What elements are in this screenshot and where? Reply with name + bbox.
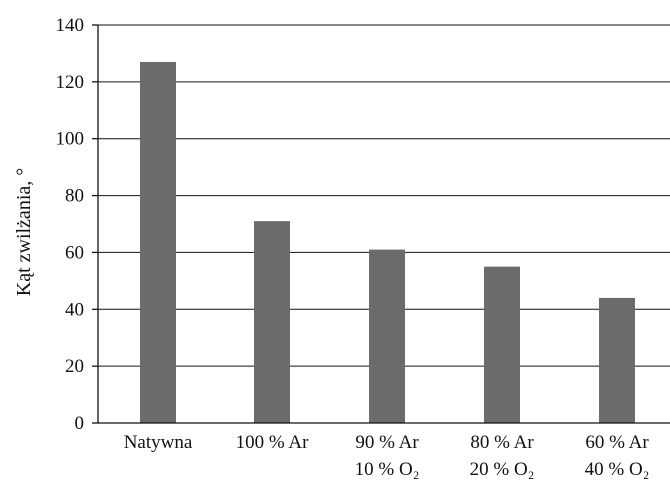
x-category-label: 60 % Ar — [585, 432, 649, 453]
y-tick-label: 120 — [56, 72, 85, 93]
x-category-label: 40 % O₂ — [585, 459, 650, 480]
x-tick-labels: Natywna 100 % Ar 90 % Ar 10 % O₂ 80 % Ar 20 %… — [124, 432, 650, 480]
x-category-label: 90 % Ar — [355, 432, 419, 453]
bar — [369, 249, 405, 423]
x-category-label: 80 % Ar — [470, 432, 534, 453]
x-category-label: 20 % O₂ — [470, 459, 535, 480]
x-category-label: 10 % O₂ — [355, 459, 420, 480]
bar — [599, 297, 635, 423]
x-category-label: Natywna — [124, 432, 193, 453]
bar — [484, 266, 520, 423]
y-tick-label: 80 — [65, 186, 84, 207]
y-tick-label: 60 — [65, 242, 84, 263]
y-tick-label: 40 — [65, 299, 84, 320]
bar — [140, 61, 176, 423]
y-tick-label: 100 — [56, 129, 85, 150]
x-category-label: 100 % Ar — [236, 432, 310, 453]
bars — [140, 61, 635, 423]
y-tick-label: 20 — [65, 356, 84, 377]
bar — [254, 221, 290, 423]
y-axis-title: Kąt zwilżania, ° — [13, 168, 35, 297]
y-tick-labels: 0 20 40 60 80 100 120 140 — [56, 15, 98, 434]
y-tick-label: 140 — [56, 15, 85, 36]
y-tick-label: 0 — [75, 413, 85, 434]
